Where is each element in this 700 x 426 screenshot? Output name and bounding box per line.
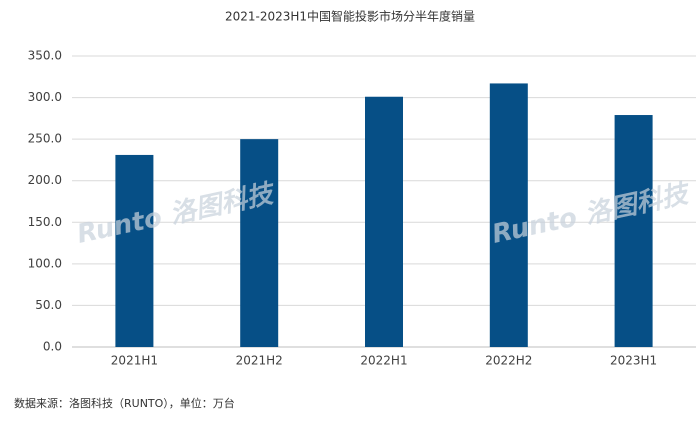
y-tick-label: 350.0 [28,49,62,63]
x-tick-label: 2022H2 [485,354,532,368]
chart-title: 2021-2023H1中国智能投影市场分半年度销量 [225,9,475,24]
y-tick-label: 200.0 [28,173,62,187]
bar [240,139,279,347]
x-tick-label: 2022H1 [360,354,407,368]
bar [489,83,528,348]
bar [365,96,403,348]
y-tick-label: 0.0 [43,340,62,354]
source-note: 数据来源：洛图科技（RUNTO），单位：万台 [14,396,235,410]
x-tick-label: 2021H2 [236,354,283,368]
y-tick-label: 100.0 [28,256,62,270]
x-tick-label: 2023H1 [610,354,657,368]
y-tick-label: 300.0 [28,90,62,104]
y-tick-label: 150.0 [28,215,62,229]
bar [614,115,653,347]
bar [115,154,154,347]
y-tick-label: 50.0 [35,298,62,312]
y-tick-label: 250.0 [28,132,62,146]
x-tick-label: 2021H1 [111,354,158,368]
